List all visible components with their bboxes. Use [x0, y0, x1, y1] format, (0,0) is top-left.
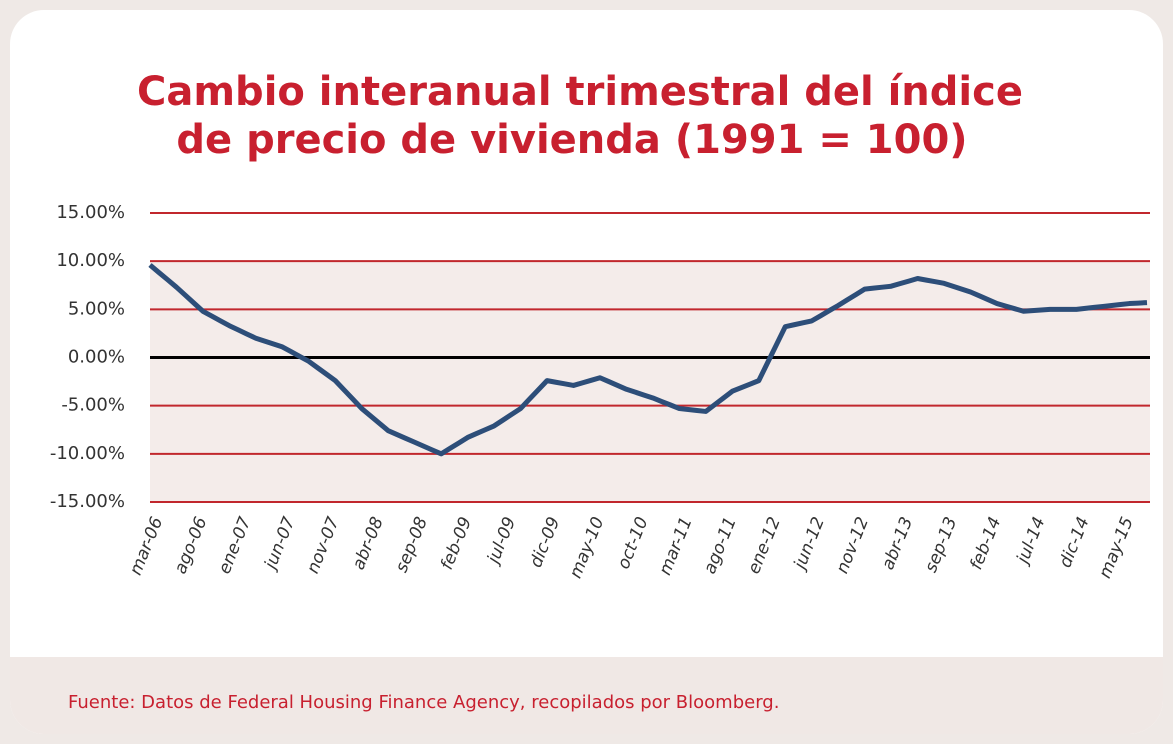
y-tick-label: 15.00%	[56, 202, 125, 223]
footer-band	[10, 657, 1163, 734]
y-tick-label: 5.00%	[68, 298, 125, 319]
data-line	[148, 263, 1148, 457]
y-tick-label: 10.00%	[56, 250, 125, 271]
y-tick-label: 0.00%	[68, 347, 125, 368]
chart-title: de precio de vivienda (1991 = 100)	[176, 117, 967, 163]
chart-title: Cambio interanual trimestral del índice	[137, 69, 1023, 115]
source-note: Fuente: Datos de Federal Housing Finance…	[68, 692, 779, 713]
y-tick-label: -15.00%	[50, 491, 125, 512]
plot-band	[150, 261, 1150, 502]
y-tick-label: -10.00%	[50, 443, 125, 464]
y-tick-label: -5.00%	[61, 395, 125, 416]
